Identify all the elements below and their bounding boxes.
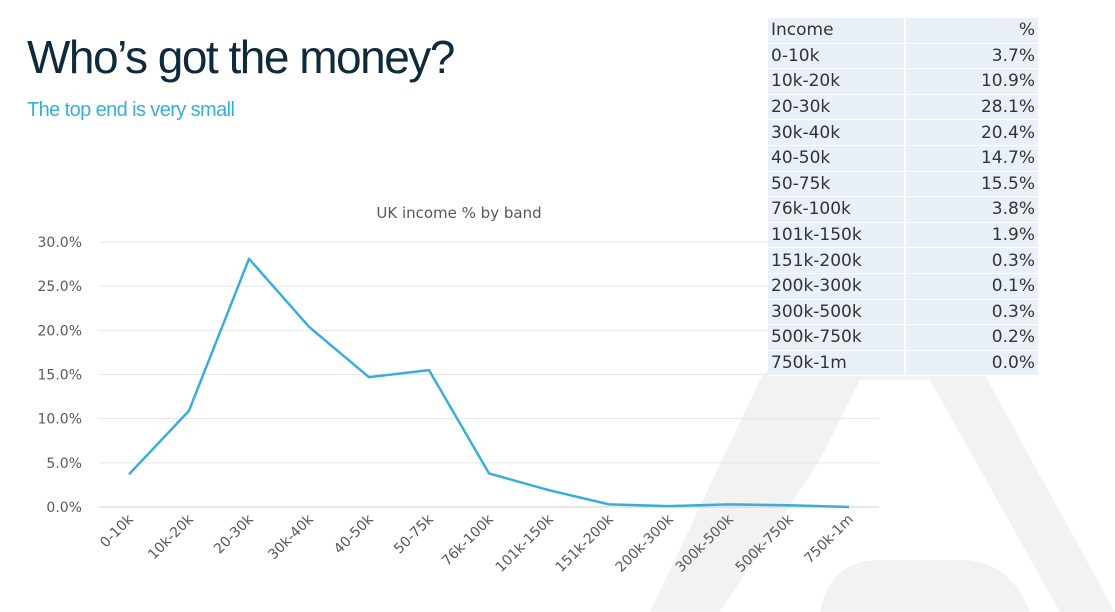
- x-tick-label: 300k-500k: [673, 511, 738, 576]
- table-cell-income: 20-30k: [768, 94, 906, 121]
- table-row: 300k-500k 0.3%: [768, 299, 1038, 326]
- table-cell-percent: 10.9%: [906, 69, 1038, 95]
- income-table: Income % 0-10k 3.7% 10k-20k 10.9% 20-30k 28.1…: [768, 18, 1038, 377]
- y-tick-label: 10.0%: [38, 412, 82, 428]
- x-tick-label: 76k-100k: [439, 511, 497, 569]
- table-cell-income: 200k-300k: [768, 273, 906, 300]
- y-tick-label: 0.0%: [46, 500, 82, 516]
- table-cell-percent: 3.8%: [906, 197, 1038, 223]
- y-tick-label: 30.0%: [38, 235, 82, 251]
- table-cell-percent: 0.1%: [906, 273, 1038, 300]
- table-row: 40-50k 14.7%: [768, 145, 1038, 172]
- table-cell-income: 76k-100k: [768, 197, 906, 223]
- table-cell-income: 0-10k: [768, 43, 906, 70]
- table-cell-percent: 15.5%: [906, 171, 1038, 198]
- table-row: 76k-100k 3.8%: [768, 197, 1038, 223]
- chart-title: UK income % by band: [376, 204, 541, 222]
- table-row: 10k-20k 10.9%: [768, 69, 1038, 95]
- table-cell-income: 500k-750k: [768, 325, 906, 351]
- table-cell-percent: 0.2%: [906, 325, 1038, 351]
- table-row: 151k-200k 0.3%: [768, 248, 1038, 274]
- table-row: 50-75k 15.5%: [768, 171, 1038, 198]
- table-header-row: Income %: [768, 18, 1038, 44]
- table-cell-income: 30k-40k: [768, 120, 906, 146]
- table-cell-income: 50-75k: [768, 171, 906, 198]
- table-cell-percent: 1.9%: [906, 222, 1038, 249]
- table-row: 0-10k 3.7%: [768, 43, 1038, 70]
- x-tick-label: 50-75k: [391, 511, 437, 557]
- x-tick-label: 151k-200k: [553, 511, 618, 576]
- x-axis-ticks: 0-10k 10k-20k 20-30k 30k-40k 40-50k 50-75k 76k…: [97, 511, 857, 576]
- table-cell-percent: 0.0%: [906, 350, 1038, 377]
- page-title: Who’s got the money?: [27, 31, 455, 83]
- table-row: 750k-1m 0.0%: [768, 350, 1038, 377]
- chart-series: [128, 257, 850, 509]
- table-cell-percent: 3.7%: [906, 43, 1038, 70]
- y-tick-label: 25.0%: [38, 279, 82, 295]
- y-tick-label: 5.0%: [46, 456, 82, 472]
- x-tick-label: 750k-1m: [801, 512, 856, 567]
- table-cell-percent: 20.4%: [906, 120, 1038, 146]
- table-cell-income: 151k-200k: [768, 248, 906, 274]
- table-row: 20-30k 28.1%: [768, 94, 1038, 121]
- table-row: 500k-750k 0.2%: [768, 325, 1038, 351]
- x-tick-label: 101k-150k: [493, 511, 558, 576]
- x-tick-label: 0-10k: [97, 511, 137, 551]
- x-tick-label: 10k-20k: [145, 511, 197, 563]
- table-cell-income: 40-50k: [768, 145, 906, 172]
- table-row: 101k-150k 1.9%: [768, 222, 1038, 249]
- y-axis-ticks: 0.0% 5.0% 10.0% 15.0% 20.0% 25.0% 30.0%: [38, 235, 82, 516]
- table-cell-income: 750k-1m: [768, 350, 906, 377]
- table-cell-income: 10k-20k: [768, 69, 906, 95]
- y-tick-label: 20.0%: [38, 323, 82, 339]
- table-cell-income: 101k-150k: [768, 222, 906, 249]
- table-header-income: Income: [768, 18, 906, 44]
- table-cell-income: 300k-500k: [768, 299, 906, 326]
- x-tick-label: 40-50k: [331, 511, 377, 557]
- table-row: 200k-300k 0.1%: [768, 273, 1038, 300]
- page-subtitle: The top end is very small: [27, 99, 235, 121]
- table-cell-percent: 0.3%: [906, 299, 1038, 326]
- table-cell-percent: 28.1%: [906, 94, 1038, 121]
- series-line: [128, 257, 850, 509]
- x-tick-label: 500k-750k: [733, 511, 798, 576]
- x-tick-label: 20-30k: [211, 511, 257, 557]
- table-header-percent: %: [906, 18, 1038, 44]
- table-cell-percent: 0.3%: [906, 248, 1038, 274]
- x-tick-label: 30k-40k: [265, 511, 317, 563]
- table-cell-percent: 14.7%: [906, 145, 1038, 172]
- y-tick-label: 15.0%: [38, 368, 82, 384]
- table-row: 30k-40k 20.4%: [768, 120, 1038, 146]
- x-tick-label: 200k-300k: [613, 511, 678, 576]
- chart-grid: [99, 241, 879, 508]
